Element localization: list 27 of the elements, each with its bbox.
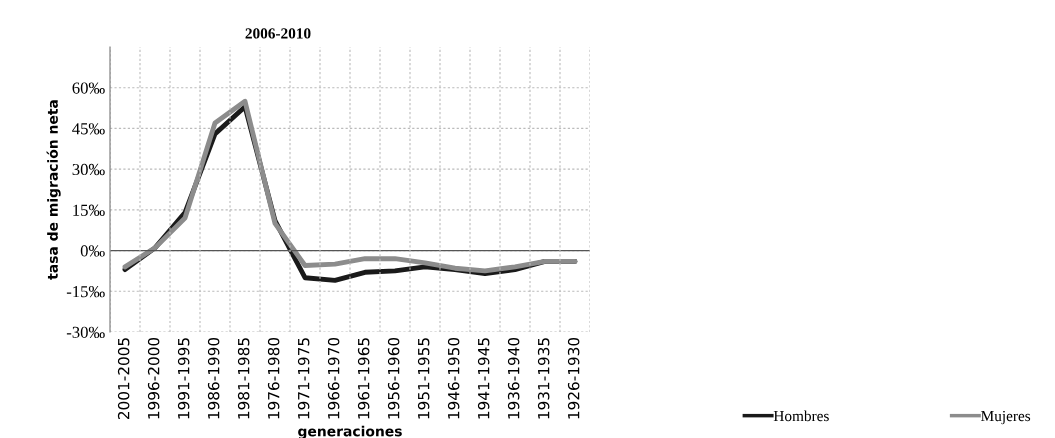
y-tick-label: 45‰: [72, 123, 105, 135]
x-tick-label: 1996-2000: [147, 337, 160, 419]
x-tick-label: 1951-1955: [417, 338, 430, 419]
x-tick-label: 1966-1970: [327, 337, 340, 419]
y-axis-title: tasa de migración neta: [46, 100, 61, 280]
x-tick-label: 1971-1975: [297, 338, 310, 419]
y-tick-label: 60‰: [72, 82, 105, 94]
y-tick-label: 30‰: [72, 163, 105, 176]
x-tick-label: 2001-2005: [117, 338, 130, 420]
legend-label: Hombres: [773, 410, 829, 422]
x-tick-label: 1941-1945: [477, 338, 490, 419]
y-tick-label: -15‰: [66, 285, 105, 298]
chart-title: 2006-2010: [245, 28, 311, 39]
y-tick-label: 0‰: [80, 245, 105, 257]
x-tick-label: 1956-1960: [387, 337, 400, 419]
legend-label: Mujeres: [981, 410, 1031, 425]
x-tick-label: 1961-1965: [357, 338, 370, 419]
x-tick-label: 1926-1930: [567, 337, 580, 419]
y-tick-label: 15‰: [73, 204, 105, 216]
x-tick-label: 1981-1985: [237, 338, 250, 419]
x-tick-label: 1936-1940: [507, 337, 520, 419]
y-tick-label: -30‰: [66, 326, 105, 339]
x-tick-label: 1991-1995: [177, 338, 190, 419]
x-tick-label: 1986-1990: [207, 337, 220, 419]
x-tick-label: 1946-1950: [447, 337, 460, 419]
x-tick-label: 1931-1935: [537, 338, 550, 419]
x-tick-label: 1976-1980: [267, 337, 280, 419]
